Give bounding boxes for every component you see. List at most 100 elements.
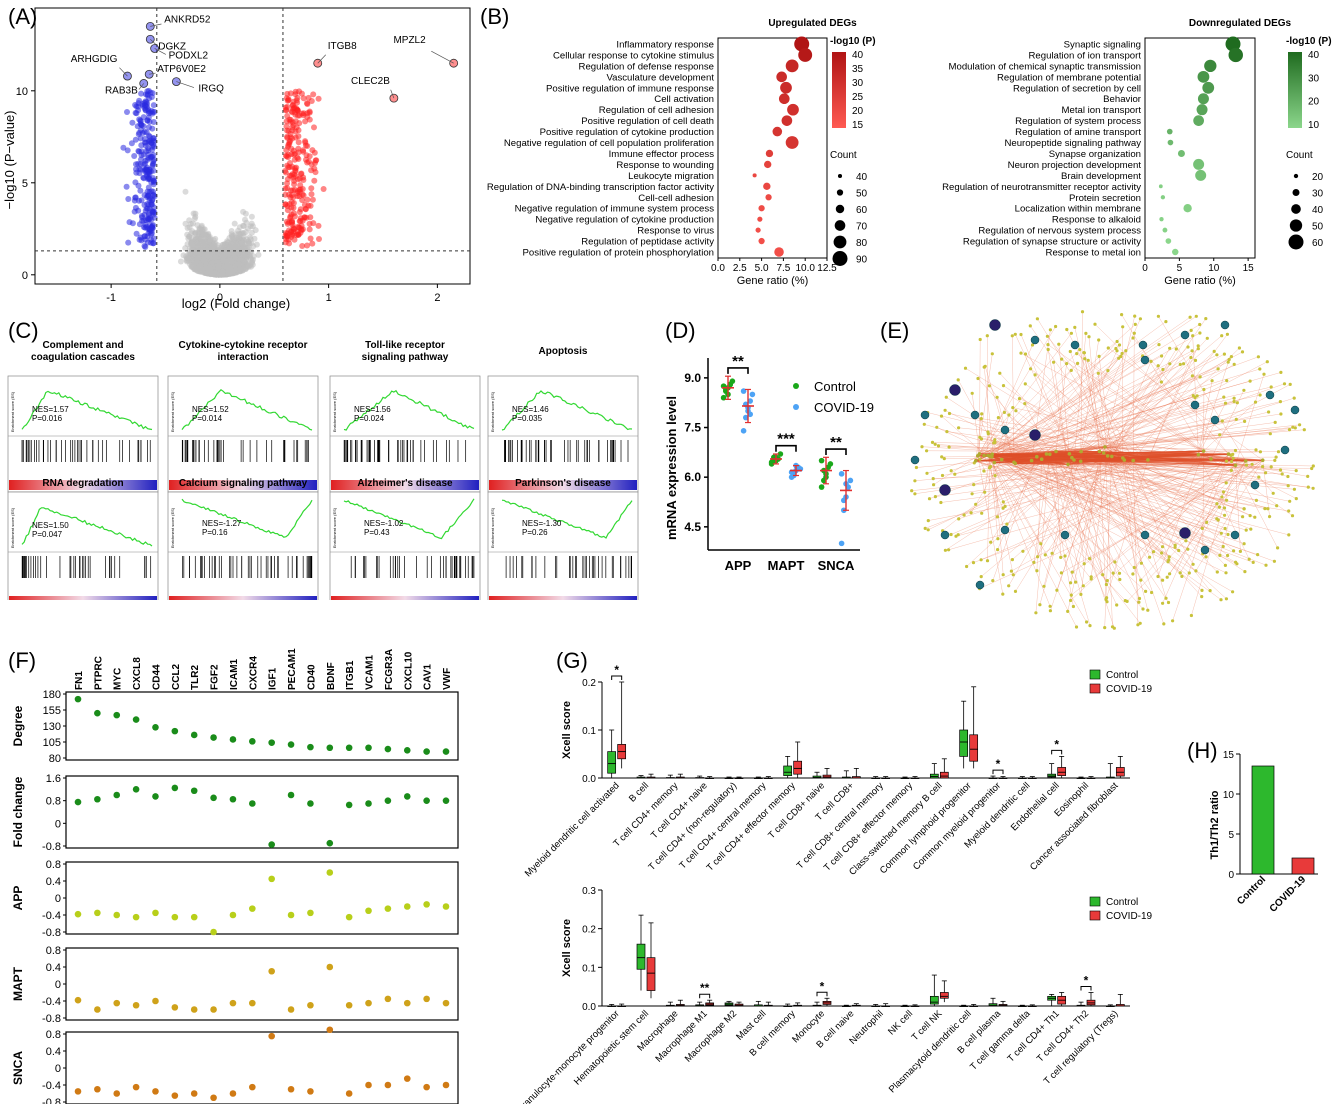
network-node — [1219, 598, 1223, 602]
network-edge — [1031, 453, 1047, 462]
network-node — [1007, 584, 1011, 588]
network-edge — [1111, 348, 1177, 457]
volcano-point — [228, 228, 235, 234]
network-edge — [1049, 454, 1084, 586]
network-edge — [1203, 450, 1279, 452]
gene-label: DGKZ — [158, 41, 186, 52]
key-network-node — [975, 580, 985, 590]
volcano-point — [309, 196, 316, 203]
volcano-point — [284, 162, 291, 169]
network-edge — [1134, 453, 1229, 568]
volcano-point — [198, 247, 205, 254]
network-node — [1009, 569, 1013, 573]
network-node — [953, 472, 957, 476]
network-node — [996, 548, 1000, 552]
color-legend-tick: 20 — [1308, 97, 1320, 108]
network-node — [1104, 582, 1108, 587]
network-edge — [1069, 453, 1225, 509]
network-node — [1247, 557, 1251, 561]
network-node — [1306, 474, 1310, 478]
network-node — [1187, 571, 1191, 575]
network-edge — [1047, 349, 1069, 465]
volcano-point — [192, 210, 199, 217]
network-node — [982, 469, 986, 473]
network-node — [1201, 449, 1206, 453]
color-legend-tick: 25 — [852, 92, 864, 103]
network-node — [1075, 352, 1079, 356]
gene-point — [326, 744, 334, 752]
size-legend-label: 60 — [856, 205, 868, 216]
network-edge — [987, 455, 1267, 566]
network-edge — [979, 417, 999, 455]
key-network-node — [1140, 530, 1150, 540]
network-node — [1089, 577, 1093, 581]
network-node — [1074, 580, 1078, 584]
volcano-point — [311, 177, 318, 184]
gsea-title: Cytokine-cytokine receptor interaction — [179, 340, 308, 363]
network-node — [1081, 584, 1085, 588]
term-bubble — [764, 160, 772, 169]
rank-gradient-bar — [489, 596, 637, 600]
network-edge — [1050, 446, 1106, 611]
volcano-point — [146, 216, 153, 223]
network-edge — [1015, 463, 1283, 475]
network-edge — [1132, 460, 1194, 565]
key-network-node — [939, 484, 951, 496]
gene-point — [442, 748, 450, 755]
volcano-point — [189, 241, 196, 248]
network-node — [1119, 354, 1123, 359]
volcano-point — [192, 231, 199, 238]
network-edge — [975, 455, 989, 462]
network-edge — [1015, 463, 1238, 565]
network-edge — [992, 453, 1247, 531]
gene-label: CXCL10 — [403, 651, 414, 690]
network-node — [1079, 592, 1083, 596]
volcano-point — [292, 167, 299, 174]
network-edge — [1132, 333, 1135, 461]
network-edge — [1153, 453, 1229, 552]
network-edge — [1107, 397, 1295, 457]
network-node — [998, 371, 1002, 375]
network-node — [978, 435, 982, 439]
network-edge — [1055, 424, 1300, 452]
volcano-point — [226, 235, 233, 241]
network-edge — [1047, 336, 1149, 461]
gene-point — [423, 748, 430, 755]
gene-point — [229, 795, 237, 803]
network-edge — [994, 462, 1289, 512]
term-bubble — [765, 149, 774, 158]
network-edge — [932, 442, 1105, 448]
network-node — [979, 575, 983, 579]
network-edge — [1071, 465, 1236, 596]
network-node — [1106, 369, 1110, 373]
network-node — [1194, 314, 1198, 318]
network-node — [1220, 495, 1224, 499]
color-legend-tick: 20 — [852, 106, 864, 117]
gene-point — [113, 791, 121, 799]
network-edge — [1055, 451, 1115, 629]
volcano-point — [296, 112, 303, 119]
key-network-node — [1190, 400, 1200, 410]
network-edge — [946, 431, 1104, 454]
network-edge — [1061, 358, 1204, 452]
volcano-point — [298, 90, 305, 97]
network-edge — [1106, 459, 1149, 598]
y-tick-label: 0.8 — [46, 796, 61, 808]
network-node — [1251, 560, 1255, 564]
network-node — [1160, 545, 1165, 549]
network-node — [1065, 327, 1069, 332]
network-edge — [1001, 356, 1121, 460]
category-label: MAPT — [768, 558, 805, 573]
network-edge — [1015, 353, 1225, 464]
volcano-point — [182, 188, 189, 195]
network-node — [1166, 560, 1170, 564]
term-bubble — [1162, 227, 1168, 233]
volcano-point — [145, 106, 152, 113]
network-node — [1072, 458, 1076, 462]
volcano-point — [132, 179, 139, 186]
network-node — [1227, 357, 1231, 362]
size-legend-label: 50 — [1312, 222, 1324, 233]
network-node — [1068, 349, 1072, 354]
network-node — [1164, 596, 1168, 600]
